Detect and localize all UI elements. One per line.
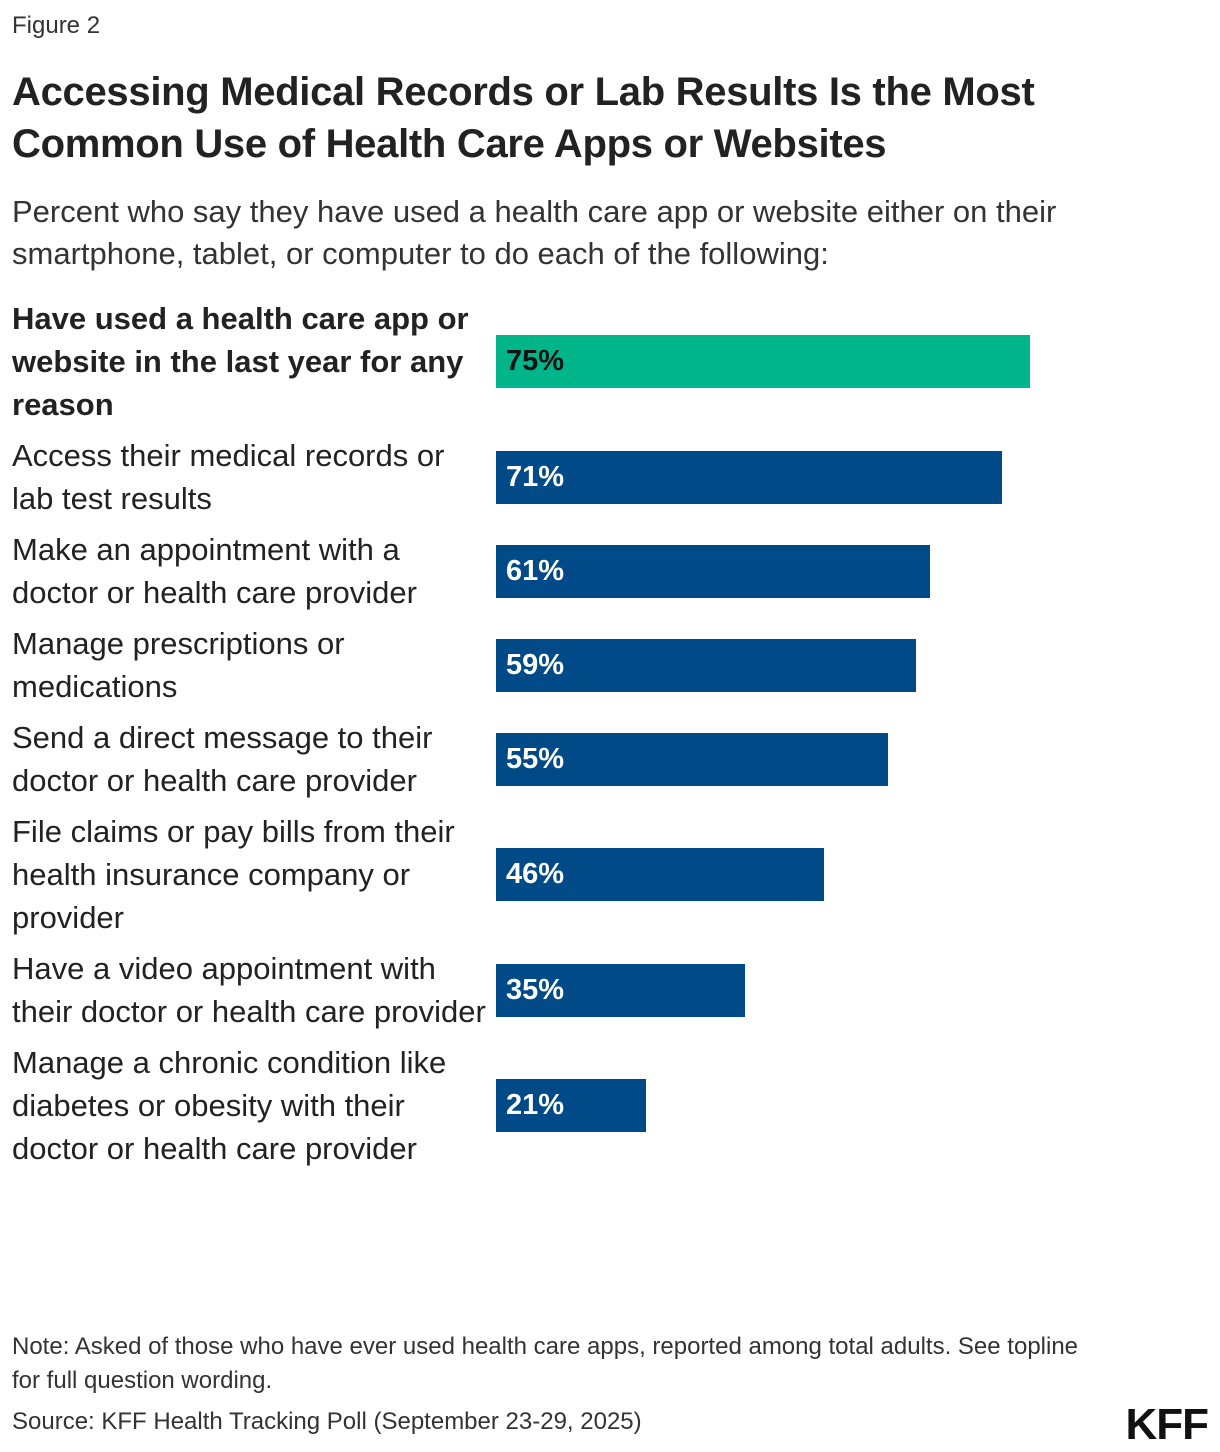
chart-source: Source: KFF Health Tracking Poll (Septem… xyxy=(12,1408,642,1435)
category-label: Send a direct message to their doctor or… xyxy=(12,720,433,798)
data-label: 35% xyxy=(506,973,565,1006)
category-label: File claims or pay bills from their heal… xyxy=(12,814,455,935)
bar-row: File claims or pay bills from their heal… xyxy=(12,810,1212,939)
bar: 55% xyxy=(496,732,888,786)
kff-logo: KFF xyxy=(1125,1400,1209,1449)
bar-chart: Have used a health care app or website i… xyxy=(12,297,1212,1170)
bar: 46% xyxy=(496,848,824,901)
chart-title: Accessing Medical Records or Lab Results… xyxy=(12,70,1035,166)
category-label: Make an appointment with a doctor or hea… xyxy=(12,532,417,610)
data-label: 59% xyxy=(506,648,565,681)
bar-row: Manage prescriptions or medications 59% xyxy=(12,622,1212,708)
bar-row: Have a video appointment with their doct… xyxy=(12,947,1212,1033)
bar: 71% xyxy=(496,450,1002,504)
category-label: Access their medical records or lab test… xyxy=(12,438,445,516)
data-label: 71% xyxy=(506,460,565,493)
bar-row: Send a direct message to their doctor or… xyxy=(12,716,1212,802)
bar: 75% xyxy=(496,335,1030,388)
category-label: Manage prescriptions or medications xyxy=(12,626,345,704)
chart-subtitle: Percent who say they have used a health … xyxy=(12,194,1057,271)
category-label: Have used a health care app or website i… xyxy=(12,301,469,422)
bar: 59% xyxy=(496,638,917,692)
data-label: 61% xyxy=(506,554,565,587)
bar-row: Make an appointment with a doctor or hea… xyxy=(12,528,1212,614)
bar: 61% xyxy=(496,544,931,598)
bar-row: Access their medical records or lab test… xyxy=(12,434,1212,520)
data-label: 21% xyxy=(506,1089,565,1121)
data-label: 46% xyxy=(506,858,565,890)
data-label: 55% xyxy=(506,742,565,775)
bar-row: Have used a health care app or website i… xyxy=(12,297,1212,426)
data-label: 75% xyxy=(506,345,565,377)
bar: 21% xyxy=(496,1079,646,1132)
chart-note: Note: Asked of those who have ever used … xyxy=(12,1333,1079,1394)
bar-row: Manage a chronic condition like diabetes… xyxy=(12,1041,1212,1170)
figure-label: Figure 2 xyxy=(12,12,101,39)
category-label: Have a video appointment with their doct… xyxy=(12,951,486,1029)
bar: 35% xyxy=(496,963,746,1017)
category-label: Manage a chronic condition like diabetes… xyxy=(12,1045,447,1166)
